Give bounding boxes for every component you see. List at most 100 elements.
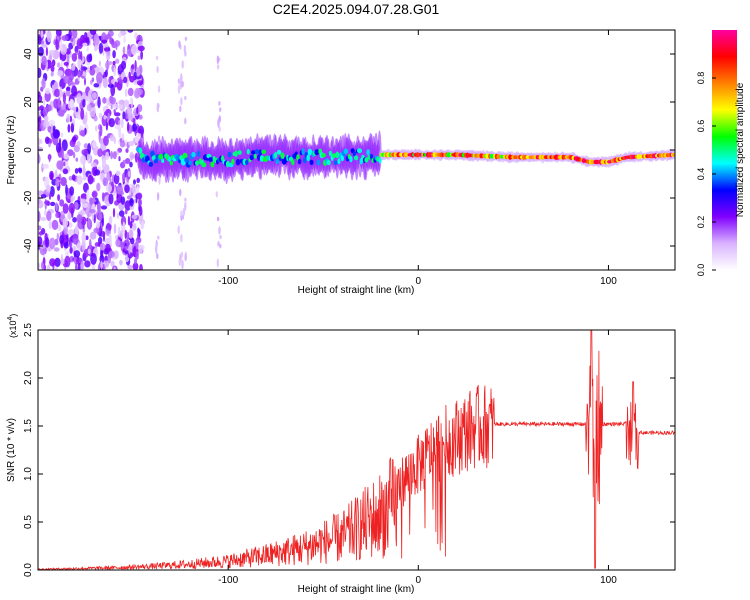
spectrogram-noise-cell — [136, 106, 139, 115]
spectrogram-noise-cell — [123, 36, 126, 44]
spectrogram-streak-cell — [184, 50, 187, 57]
spectrogram-noise-cell — [40, 30, 44, 39]
spectrogram-noise-cell — [129, 229, 134, 239]
spectrogram-noise-cell — [38, 138, 42, 145]
spectrogram-noise-cell — [38, 46, 44, 57]
spectrogram-streak-cell — [215, 191, 218, 198]
spectrogram-streak-cell — [180, 210, 183, 217]
spectrogram-noise-cell — [86, 217, 89, 222]
spectrogram-noise-cell — [135, 251, 139, 260]
spectrogram-noise-cell — [65, 250, 70, 257]
spectrogram-noise-cell — [93, 227, 100, 234]
spectrogram-noise-cell — [134, 75, 142, 80]
spectrogram-noise-cell — [90, 253, 97, 265]
spectrogram-ridge-cell — [168, 156, 172, 163]
spectrogram-noise-cell — [131, 185, 136, 194]
spectrogram-ridge-cell — [253, 153, 257, 159]
spectrogram-noise-cell — [112, 103, 119, 109]
spectrogram-noise-cell — [120, 196, 126, 205]
spectrogram-noise-cell — [137, 55, 141, 61]
spectrogram-noise-cell — [69, 247, 73, 254]
spectrogram-noise-cell — [54, 238, 59, 246]
colorbar-tick-label: 0.2 — [696, 216, 706, 229]
spectrogram-noise-cell — [75, 106, 79, 113]
colorbar-ticks: 0.0 0.2 0.4 0.6 0.8 — [696, 72, 716, 276]
spectrogram-noise-cell — [96, 182, 101, 192]
spectrogram-noise-cell — [103, 115, 107, 120]
spectrogram-noise-cell — [113, 223, 117, 234]
spectrogram-streak-cell — [219, 234, 222, 240]
spectrogram-ridge-cell — [195, 160, 199, 166]
spectrogram-noise-cell — [127, 121, 130, 132]
spectrogram-noise-cell — [106, 184, 112, 193]
spectrogram-noise-cell — [54, 257, 61, 267]
spectrogram-noise-cell — [81, 149, 89, 156]
spectrogram-noise-cell — [38, 236, 43, 247]
spectrogram-ridge-cell — [258, 149, 262, 157]
spectrogram-noise-cell — [115, 58, 120, 64]
spectrogram-streak-cell — [181, 60, 184, 69]
spectrogram-noise-cell — [119, 140, 126, 148]
spectrogram-noise-cell — [72, 136, 77, 143]
spectrogram-noise-cell — [46, 184, 51, 193]
spectrogram-noise-cell — [41, 43, 48, 48]
spectrogram-noise-cell — [41, 55, 47, 66]
spectrogram-noise-cell — [70, 123, 75, 133]
spectrogram-streak-cell — [217, 118, 220, 128]
spectrogram-noise-cell — [140, 50, 144, 60]
spectrogram-noise-cell — [84, 77, 86, 86]
spectrogram-noise-cell — [134, 257, 137, 265]
spectrogram-noise-cell — [120, 60, 127, 70]
spectrogram-noise-cell — [87, 248, 91, 255]
spectrogram-noise-cell — [114, 112, 121, 117]
spectrogram-streak-cell — [155, 244, 158, 255]
spectrogram-streak-cell — [180, 97, 183, 106]
spectrogram-ridge-cell — [158, 153, 164, 160]
spectrogram-ridge-cell — [328, 150, 332, 156]
spectrogram-noise-cell — [137, 227, 140, 234]
spectrogram-noise-cell — [126, 231, 130, 240]
spectrogram-noise-cell — [44, 88, 51, 95]
spectrogram-noise-cell — [38, 210, 41, 223]
spectrogram-noise-cell — [38, 67, 42, 78]
spectrogram-ridge-cell — [349, 155, 353, 163]
spectrogram-noise-cell — [55, 169, 58, 178]
spectrogram-noise-cell — [131, 64, 135, 70]
spectrogram-noise-cell — [129, 154, 136, 159]
spectrogram-ridge-cell — [234, 150, 238, 157]
spectrogram-ridge-cell — [291, 159, 295, 166]
spectrogram-noise-cell — [124, 184, 130, 194]
spectrogram-noise-cell — [85, 235, 89, 241]
spectrogram-streak-cell — [217, 241, 220, 247]
spectrogram-streak-cell — [184, 36, 188, 41]
spectrogram-noise-cell — [134, 135, 140, 144]
spectrogram-noise-cell — [132, 262, 139, 270]
spectrogram-noise-cell — [68, 30, 72, 40]
spectrogram-noise-cell — [122, 248, 126, 253]
spectrogram-ridge-cell — [303, 157, 307, 164]
spectrogram-ridge-cell — [353, 155, 359, 161]
spectrogram-ridge-cell — [197, 150, 201, 157]
spectrogram-noise-cell — [91, 92, 97, 99]
spectrogram-noise-cell — [96, 71, 103, 84]
spectrogram-noise-cell — [95, 66, 100, 74]
spectrogram-streak-cell — [180, 73, 183, 83]
spectrogram-noise-cell — [48, 138, 53, 144]
spectrogram-noise-cell — [127, 215, 130, 226]
spectrogram-noise-cell — [51, 84, 55, 94]
svg-text:(x104): (x104) — [7, 314, 18, 338]
spectrogram-noise-cell — [116, 184, 123, 195]
spectrogram-ridge-cell — [251, 150, 256, 155]
spectrogram-noise-cell — [112, 151, 117, 160]
spectrogram-noise-cell — [66, 113, 71, 123]
spectrogram-noise-cell — [93, 83, 100, 88]
spectrogram-noise-cell — [94, 169, 101, 176]
spectrogram-noise-cell — [98, 42, 104, 54]
spectrogram-noise-cell — [44, 200, 51, 205]
spectrogram-noise-cell — [123, 76, 128, 84]
spectrogram-streak-cell — [180, 251, 184, 258]
spectrogram-noise-cell — [123, 100, 130, 108]
spectrogram-streak-cell — [157, 103, 160, 109]
spectrogram-noise-cell — [131, 123, 138, 132]
spectrogram-streak-cell — [184, 201, 187, 211]
